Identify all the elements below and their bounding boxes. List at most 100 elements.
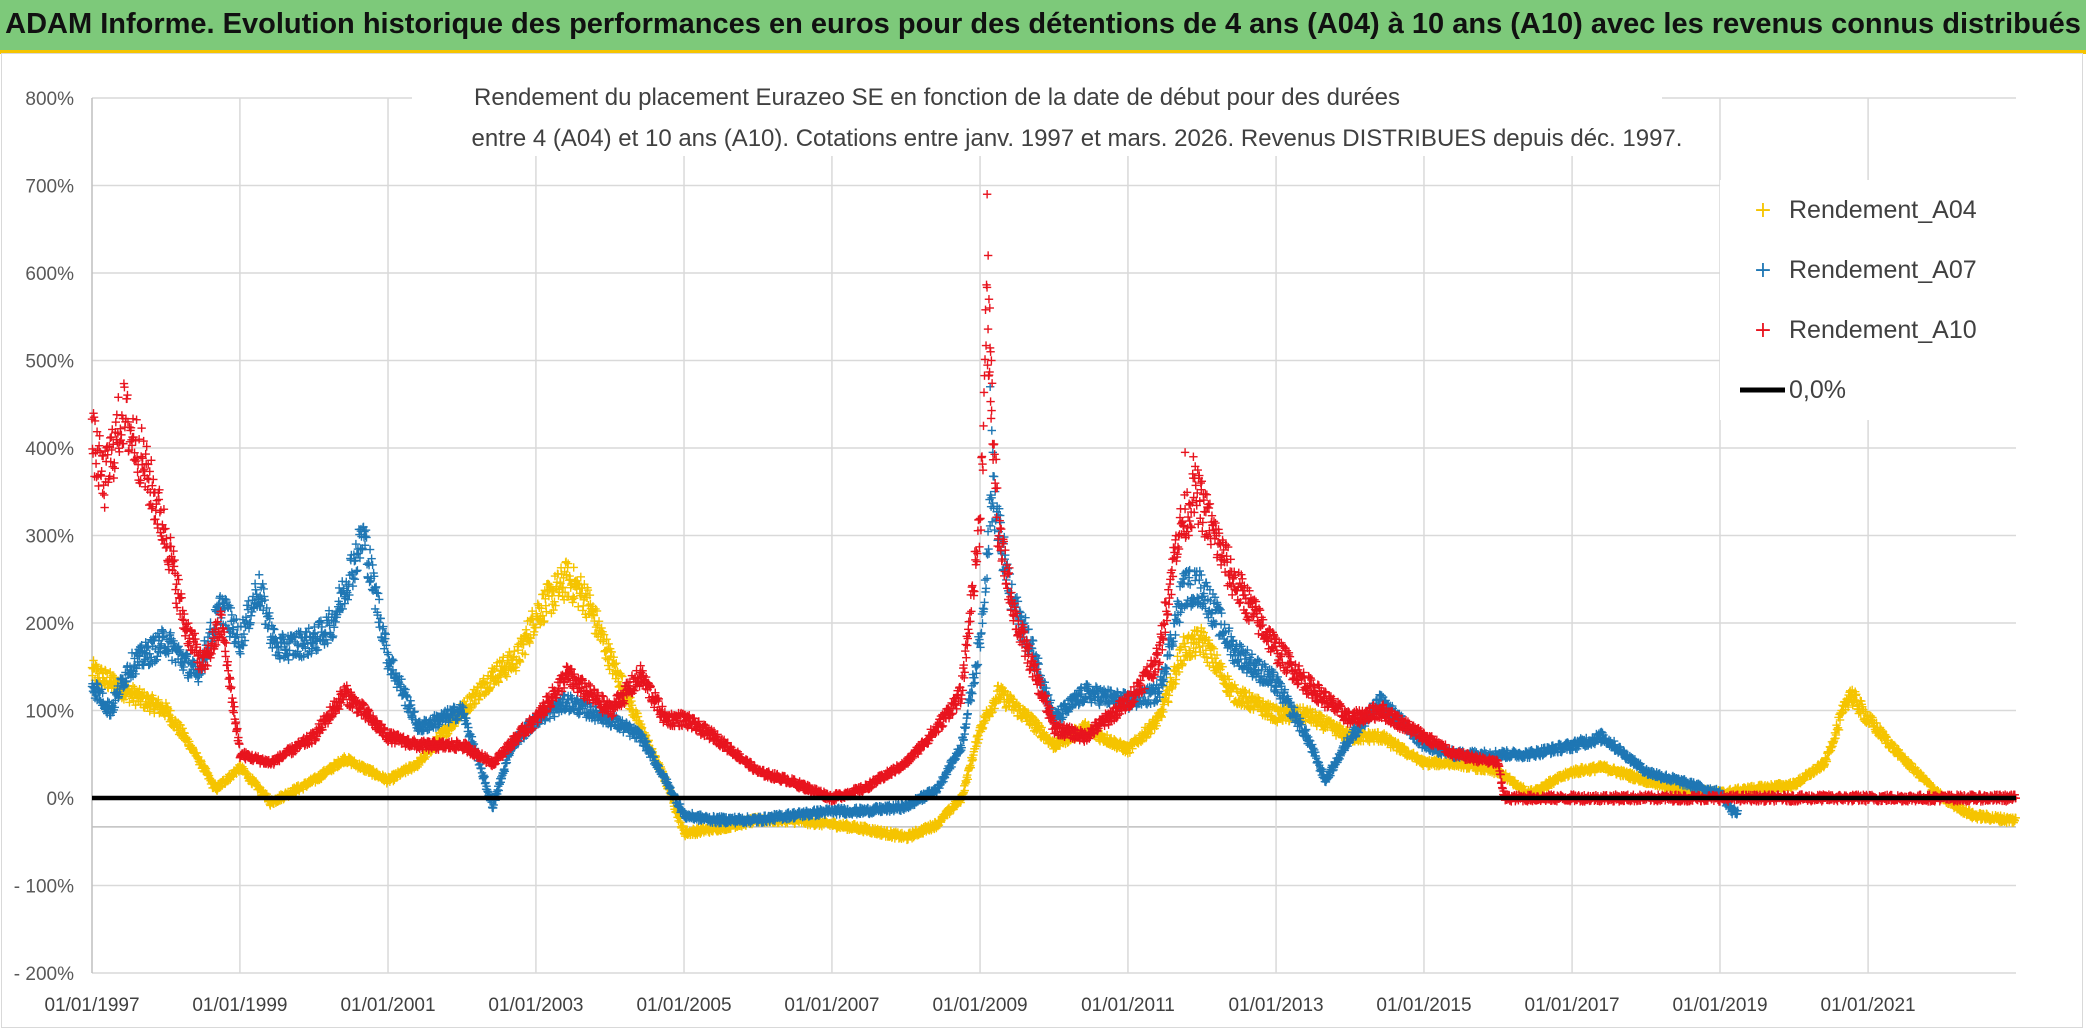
x-tick-label: 01/01/2007 — [784, 995, 879, 1016]
point-marker — [1162, 707, 1165, 717]
point-marker — [614, 660, 616, 669]
point-marker — [1219, 665, 1222, 674]
point-marker — [567, 592, 570, 601]
point-marker — [1024, 706, 1026, 715]
point-marker — [1225, 680, 1228, 690]
point-marker — [489, 683, 491, 692]
point-marker — [1164, 694, 1166, 704]
point-marker — [613, 653, 615, 662]
point-marker — [524, 650, 526, 659]
point-marker — [1156, 721, 1158, 730]
point-marker — [1263, 704, 1266, 713]
point-marker — [585, 589, 587, 598]
point-marker — [291, 790, 293, 800]
point-marker — [1225, 686, 1227, 696]
point-marker — [1055, 743, 1058, 752]
point-marker — [635, 706, 637, 716]
point-marker — [1193, 643, 1195, 653]
chart-frame — [1, 53, 2083, 1028]
point-marker — [498, 671, 500, 680]
point-marker — [925, 827, 927, 836]
point-marker — [98, 669, 100, 678]
point-marker — [179, 720, 182, 730]
point-marker — [730, 824, 732, 833]
corner-accent-left — [0, 50, 10, 54]
point-marker — [499, 657, 501, 666]
point-marker — [907, 835, 909, 844]
point-marker — [362, 761, 364, 770]
point-marker — [519, 638, 522, 648]
point-marker — [508, 658, 510, 668]
point-marker — [1192, 634, 1194, 643]
point-marker — [1149, 729, 1152, 738]
point-marker — [513, 652, 515, 661]
point-marker — [609, 644, 611, 653]
point-marker — [585, 613, 588, 622]
point-marker — [1067, 737, 1070, 747]
point-marker — [977, 738, 979, 748]
point-marker — [966, 770, 968, 780]
point-marker — [561, 592, 564, 601]
point-marker — [473, 685, 475, 694]
point-marker — [1197, 626, 1199, 635]
point-marker — [640, 719, 642, 729]
point-marker — [596, 620, 599, 630]
point-marker — [563, 595, 565, 604]
point-marker — [466, 708, 468, 717]
point-marker — [554, 601, 557, 610]
point-marker — [920, 824, 923, 833]
point-marker — [1137, 739, 1140, 748]
point-marker — [1215, 658, 1217, 667]
point-marker — [1025, 711, 1028, 720]
point-marker — [1035, 727, 1037, 737]
point-marker — [589, 599, 592, 609]
point-marker — [1126, 746, 1128, 755]
point-marker — [1235, 684, 1237, 694]
point-marker — [478, 689, 481, 699]
point-marker — [482, 674, 485, 683]
point-marker — [551, 600, 554, 609]
point-marker — [1330, 716, 1332, 726]
point-marker — [1010, 694, 1013, 703]
point-marker — [570, 579, 573, 588]
point-marker — [1333, 720, 1335, 729]
point-marker — [1228, 692, 1231, 701]
point-marker — [550, 609, 553, 618]
point-marker — [1206, 653, 1208, 662]
point-marker — [1144, 723, 1146, 732]
point-marker — [423, 749, 425, 758]
point-marker — [392, 776, 395, 786]
point-marker — [1247, 698, 1250, 708]
x-tick-label: 01/01/2011 — [1081, 995, 1175, 1016]
point-marker — [1221, 671, 1223, 681]
point-marker — [109, 677, 111, 686]
point-marker — [967, 775, 969, 784]
point-marker — [560, 569, 563, 579]
point-marker — [152, 694, 154, 703]
point-marker — [1003, 691, 1005, 700]
point-marker — [1190, 632, 1193, 641]
point-marker — [511, 660, 514, 669]
point-marker — [363, 761, 365, 771]
point-marker — [314, 772, 316, 781]
point-marker — [479, 691, 482, 701]
point-marker — [1314, 708, 1316, 717]
point-marker — [596, 606, 598, 616]
point-marker — [1252, 694, 1254, 703]
point-marker — [1195, 647, 1197, 657]
x-tick-label: 01/01/2013 — [1229, 995, 1324, 1016]
point-marker — [560, 563, 562, 572]
point-marker — [911, 834, 913, 843]
point-marker — [368, 768, 371, 777]
point-marker — [479, 679, 481, 688]
point-marker — [158, 699, 160, 709]
point-marker — [999, 685, 1001, 694]
point-marker — [571, 598, 574, 607]
point-marker — [149, 707, 151, 716]
y-tick-label: 200% — [25, 614, 74, 635]
point-marker — [181, 724, 184, 733]
point-marker — [211, 776, 213, 786]
point-marker — [169, 717, 171, 726]
point-marker — [1285, 715, 1287, 725]
point-marker — [637, 712, 639, 721]
